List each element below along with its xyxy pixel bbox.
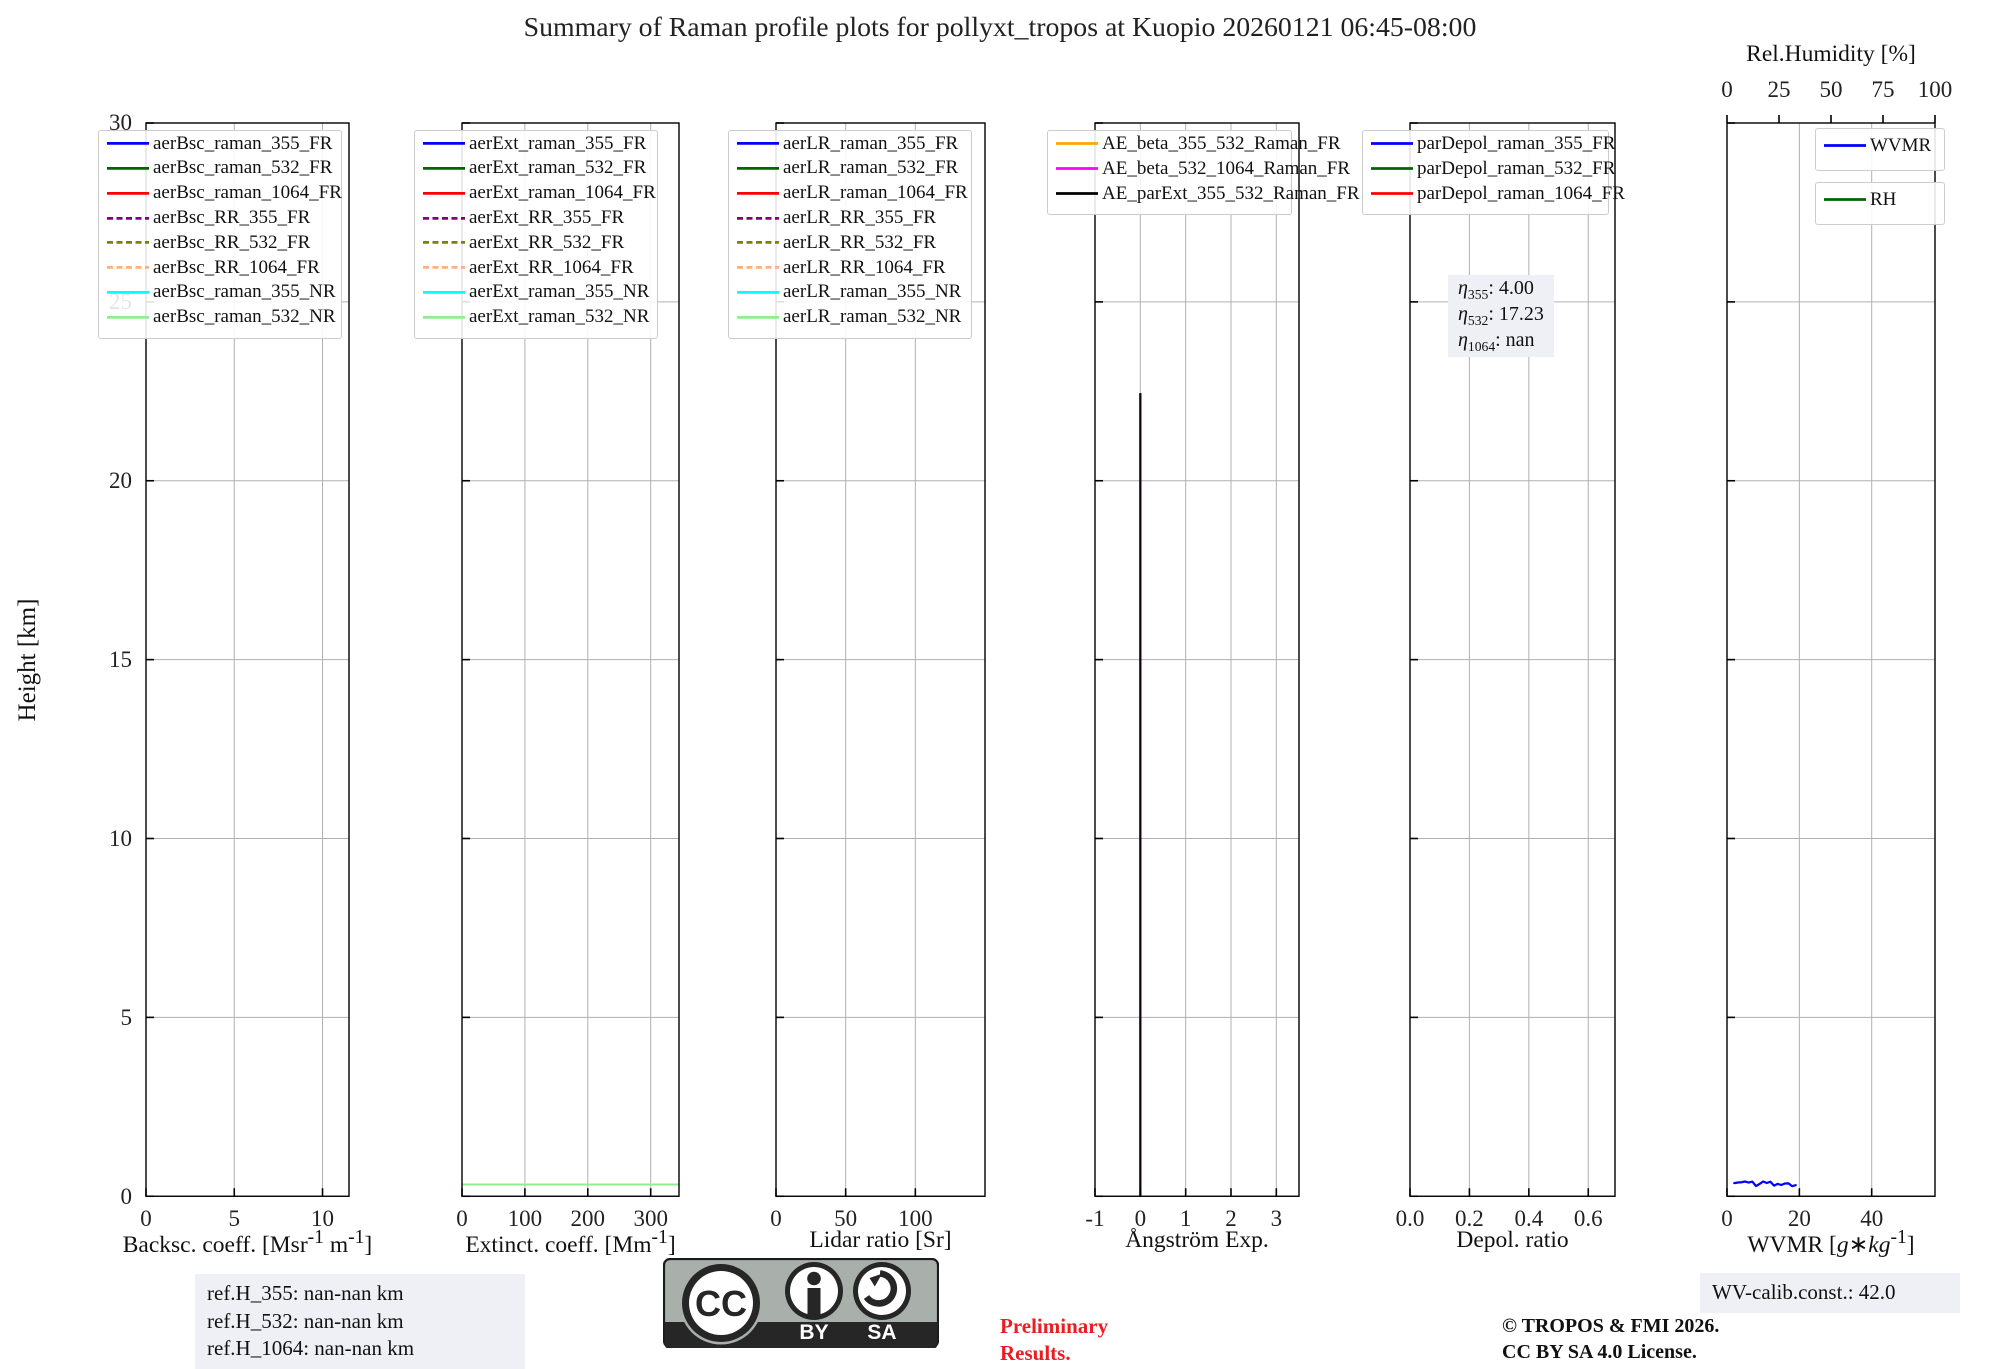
svg-text:SA: SA bbox=[867, 1321, 896, 1344]
svg-text:CC: CC bbox=[695, 1283, 747, 1324]
svg-text:BY: BY bbox=[799, 1321, 828, 1344]
